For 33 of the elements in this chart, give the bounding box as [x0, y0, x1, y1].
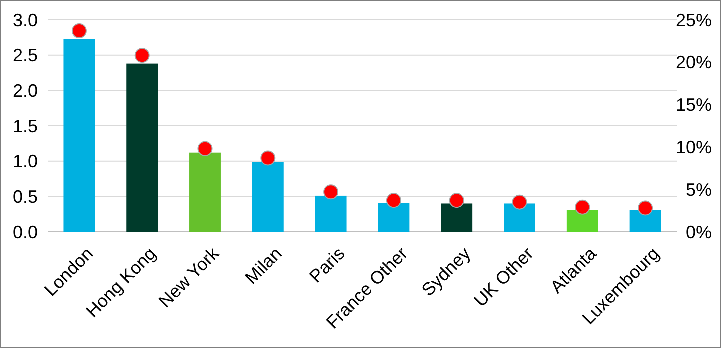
- bar: [378, 203, 410, 232]
- point: [638, 200, 654, 216]
- point: [512, 194, 528, 210]
- bar: [504, 204, 536, 232]
- y2-tick-label: 25%: [676, 10, 712, 30]
- point: [575, 200, 590, 215]
- y-tick-label: 1.5: [12, 116, 38, 136]
- bar: [630, 210, 662, 232]
- y2-tick-label: 15%: [676, 95, 712, 116]
- bar: [126, 64, 158, 232]
- y2-tick-label: 10%: [676, 138, 712, 158]
- y-tick-label: 0.5: [12, 186, 38, 207]
- bar: [252, 162, 284, 232]
- y2-tick-label: 0%: [686, 222, 712, 242]
- bar: [315, 196, 347, 232]
- point: [198, 141, 213, 156]
- bar: [441, 204, 473, 232]
- y-tick-label: 2.0: [12, 80, 38, 101]
- point: [324, 184, 339, 200]
- y-tick-label: 3.0: [12, 10, 38, 30]
- bar: [64, 39, 96, 232]
- y2-tick-label: 20%: [676, 52, 712, 73]
- y-tick-label: 1.0: [12, 152, 38, 172]
- point: [260, 150, 276, 166]
- point: [134, 48, 150, 64]
- point: [386, 193, 402, 208]
- y-tick-label: 2.5: [12, 46, 38, 66]
- point: [72, 24, 87, 39]
- y2-tick-label: 5%: [686, 180, 712, 200]
- point: [449, 193, 464, 208]
- bar: [566, 210, 598, 232]
- bar: [190, 152, 221, 232]
- y-tick-label: 0.0: [12, 222, 38, 242]
